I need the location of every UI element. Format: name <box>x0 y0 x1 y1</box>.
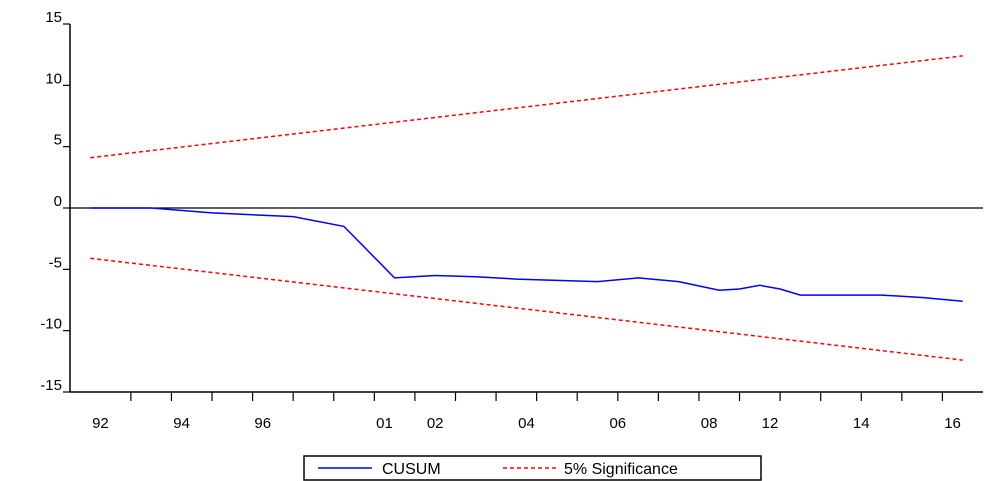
significance-upper-line <box>90 55 963 159</box>
y-tick-label: 10 <box>45 70 62 87</box>
x-tick-label: 12 <box>762 415 779 432</box>
x-tick-label: 01 <box>376 415 393 432</box>
y-axis: 15 10 5 0 -5 -10 -15 <box>40 9 983 394</box>
legend-label-significance: 5% Significance <box>564 461 678 478</box>
y-tick-label: -10 <box>40 316 62 333</box>
legend-label-cusum: CUSUM <box>382 461 441 478</box>
significance-lower-line <box>90 257 963 361</box>
x-tick-label: 06 <box>609 415 626 432</box>
series-layer <box>90 55 963 361</box>
x-tick-label: 08 <box>701 415 718 432</box>
y-tick-label: 0 <box>54 193 62 210</box>
y-tick-label: -5 <box>49 254 62 271</box>
legend: CUSUM 5% Significance <box>303 455 762 481</box>
x-tick-label: 92 <box>92 415 109 432</box>
x-axis: 92 94 96 01 02 04 06 08 12 14 16 <box>70 391 983 432</box>
x-tick-label: 04 <box>518 415 535 432</box>
x-tick-label: 02 <box>427 415 444 432</box>
x-tick-label: 16 <box>944 415 961 432</box>
legend-box <box>303 455 762 481</box>
x-tick-label: 94 <box>173 415 190 432</box>
x-tick-label: 96 <box>254 415 271 432</box>
cusum-line <box>90 207 963 302</box>
x-tick-label: 14 <box>853 415 870 432</box>
plot-area: 15 10 5 0 -5 -10 -15 92 94 96 01 02 04 06 08 12 14 16 <box>40 9 983 432</box>
y-tick-label: 15 <box>45 9 62 26</box>
y-tick-label: 5 <box>54 132 62 149</box>
y-tick-label: -15 <box>40 377 62 394</box>
